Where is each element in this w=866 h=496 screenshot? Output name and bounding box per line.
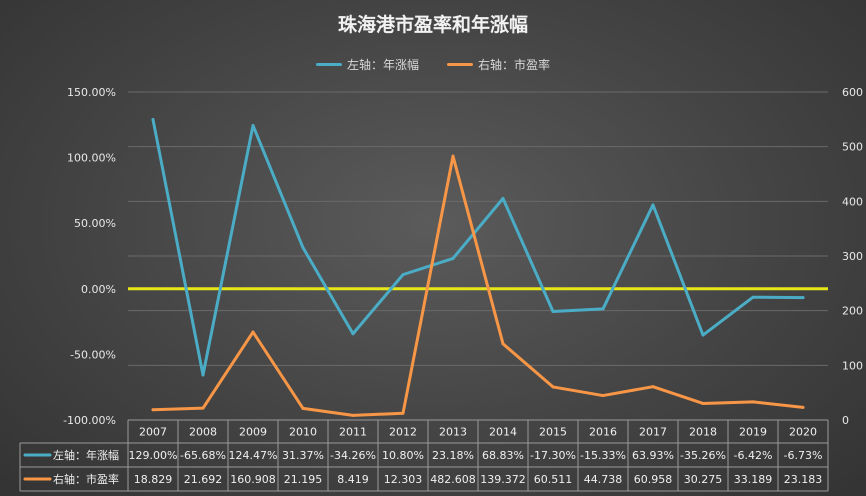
x-tick-label: 2014 xyxy=(489,426,517,439)
table-cell: -35.26% xyxy=(680,449,726,462)
data-point xyxy=(551,309,555,313)
y-right-tick-label: 0 xyxy=(842,414,849,427)
data-point xyxy=(801,296,805,300)
y-right-tick-label: 100 xyxy=(842,359,863,372)
y-right-tick-label: 300 xyxy=(842,250,863,263)
series-line-0 xyxy=(151,118,805,377)
x-tick-label: 2019 xyxy=(739,426,767,439)
table-cell: 18.829 xyxy=(134,473,173,486)
data-point xyxy=(151,118,155,122)
data-point xyxy=(501,342,505,346)
data-point xyxy=(351,332,355,336)
x-tick-label: 2013 xyxy=(439,426,467,439)
x-tick-label: 2009 xyxy=(239,426,267,439)
table-cell: -17.30% xyxy=(530,449,576,462)
data-point xyxy=(151,408,155,412)
data-point xyxy=(651,203,655,207)
table-cell: 44.738 xyxy=(584,473,623,486)
legend-swatch-returns xyxy=(315,63,342,66)
table-cell: 33.189 xyxy=(734,473,773,486)
x-tick-label: 2010 xyxy=(289,426,317,439)
legend-item-returns: 左轴：年涨幅 xyxy=(315,56,419,73)
data-point xyxy=(801,405,805,409)
table-cell: -34.26% xyxy=(330,449,376,462)
data-point xyxy=(751,400,755,404)
data-point xyxy=(601,307,605,311)
x-tick-label: 2016 xyxy=(589,426,617,439)
table-cell: -65.68% xyxy=(180,449,226,462)
table-cell: 68.83% xyxy=(482,449,524,462)
data-point xyxy=(251,123,255,127)
table-cell: 23.183 xyxy=(784,473,823,486)
table-cell: 129.00% xyxy=(129,449,178,462)
table-cell: 160.908 xyxy=(230,473,276,486)
x-tick-label: 2015 xyxy=(539,426,567,439)
table-cell: 8.419 xyxy=(337,473,369,486)
data-point xyxy=(451,154,455,158)
data-point xyxy=(301,406,305,410)
data-point xyxy=(401,411,405,415)
data-point xyxy=(201,373,205,377)
data-point xyxy=(701,401,705,405)
table-cell: 21.195 xyxy=(284,473,323,486)
table-cell: -15.33% xyxy=(580,449,626,462)
table-cell: 30.275 xyxy=(684,473,723,486)
data-point xyxy=(451,256,455,260)
data-point xyxy=(351,413,355,417)
table-row-label-0: 左轴：年涨幅 xyxy=(53,448,119,462)
data-point xyxy=(751,295,755,299)
table-cell: -6.73% xyxy=(784,449,823,462)
legend: 左轴：年涨幅 右轴：市盈率 xyxy=(0,56,866,73)
table-cell: 124.47% xyxy=(229,449,278,462)
table-cell: 12.303 xyxy=(384,473,423,486)
x-tick-label: 2017 xyxy=(639,426,667,439)
legend-item-pe: 右轴：市盈率 xyxy=(447,56,550,73)
x-tick-label: 2012 xyxy=(389,426,417,439)
table-cell: 63.93% xyxy=(632,449,674,462)
y-right-tick-label: 600 xyxy=(842,86,863,99)
x-tick-label: 2020 xyxy=(789,426,817,439)
table-cell: -6.42% xyxy=(734,449,773,462)
legend-swatch-pe xyxy=(447,63,473,66)
y-left-tick-label: 100.00% xyxy=(67,152,116,165)
data-point xyxy=(401,273,405,277)
table-cell: 60.511 xyxy=(534,473,573,486)
data-point xyxy=(501,196,505,200)
x-tick-label: 2011 xyxy=(339,426,367,439)
table-cell: 482.608 xyxy=(430,473,476,486)
chart-title: 珠海港市盈率和年涨幅 xyxy=(337,14,528,36)
table-cell: 139.372 xyxy=(480,473,526,486)
data-point xyxy=(301,246,305,250)
y-left-tick-label: 0.00% xyxy=(81,283,116,296)
x-tick-label: 2007 xyxy=(139,426,167,439)
y-left-tick-label: -100.00% xyxy=(63,414,116,427)
y-left-tick-label: 50.00% xyxy=(74,217,116,230)
x-tick-label: 2018 xyxy=(689,426,717,439)
x-tick-label: 2008 xyxy=(189,426,217,439)
legend-label-returns: 左轴：年涨幅 xyxy=(346,58,419,72)
data-point xyxy=(651,385,655,389)
data-point xyxy=(551,385,555,389)
y-left-tick-label: 150.00% xyxy=(67,86,116,99)
y-left-tick-label: -50.00% xyxy=(70,348,116,361)
table-cell: 60.958 xyxy=(634,473,673,486)
data-point xyxy=(601,394,605,398)
data-point xyxy=(701,333,705,337)
data-point xyxy=(201,406,205,410)
table-cell: 23.18% xyxy=(432,449,474,462)
table-row-label-1: 右轴：市盈率 xyxy=(53,472,119,486)
y-right-tick-label: 500 xyxy=(842,141,863,154)
table-cell: 31.37% xyxy=(282,449,324,462)
data-point xyxy=(251,330,255,334)
y-right-tick-label: 200 xyxy=(842,305,863,318)
table-cell: 21.692 xyxy=(184,473,223,486)
y-right-tick-label: 400 xyxy=(842,195,863,208)
series-line-1 xyxy=(151,154,805,417)
legend-label-pe: 右轴：市盈率 xyxy=(478,58,551,72)
table-cell: 10.80% xyxy=(382,449,424,462)
